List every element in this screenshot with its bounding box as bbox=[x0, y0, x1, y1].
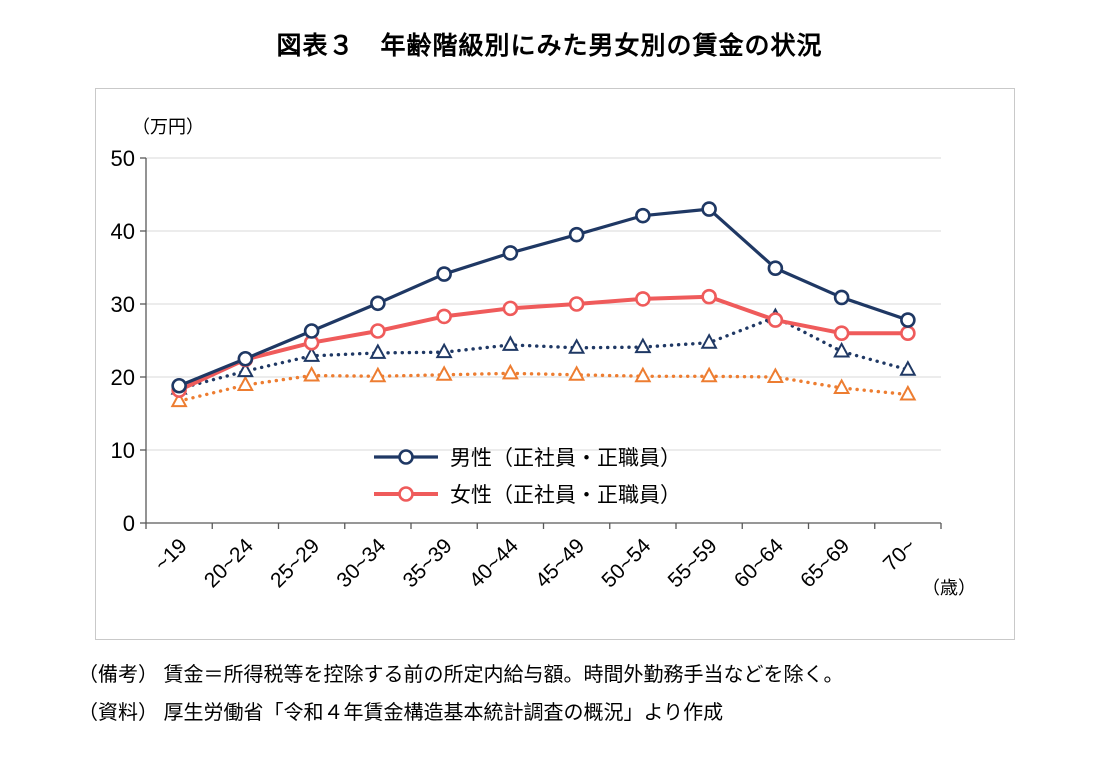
marker-men-nonregular bbox=[634, 337, 652, 354]
legend-marker-men-regular bbox=[398, 449, 414, 465]
marker-men-regular bbox=[237, 350, 254, 367]
series-line-women-nonregular bbox=[177, 371, 910, 403]
marker-men-nonregular bbox=[501, 335, 519, 351]
marker-men-regular bbox=[833, 289, 850, 306]
marker-women-regular bbox=[502, 300, 519, 317]
marker-women-nonregular bbox=[700, 366, 718, 383]
wage-line-chart: 0 10 20 30 40 50 ~19 20~24 25~29 30~34 35~39 40~44 4… bbox=[111, 117, 976, 598]
marker-men-nonregular bbox=[833, 341, 851, 358]
y-tick-label: 50 bbox=[111, 146, 135, 171]
legend-marker-women-regular bbox=[398, 486, 414, 502]
marker-women-regular bbox=[436, 308, 452, 325]
chart-title: 図表３ 年齢階級別にみた男女別の賃金の状況 bbox=[276, 32, 823, 60]
marker-men-nonregular bbox=[369, 343, 387, 359]
marker-men-nonregular bbox=[303, 346, 321, 362]
marker-women-regular bbox=[635, 291, 651, 307]
marker-men-nonregular bbox=[899, 360, 917, 376]
marker-women-nonregular bbox=[501, 363, 519, 380]
series-line-men-regular bbox=[178, 207, 909, 388]
y-tick-label: 10 bbox=[111, 438, 135, 463]
series-line-women-regular bbox=[178, 294, 908, 392]
marker-men-nonregular bbox=[435, 342, 453, 359]
note-remark: （備考） 賃金＝所得税等を控除する前の所定内給与額。時間外勤務手当などを除く。 bbox=[78, 664, 844, 686]
marker-women-nonregular bbox=[303, 365, 321, 382]
x-tick-label: 60~64 bbox=[730, 534, 788, 592]
y-unit-label: （万円） bbox=[132, 117, 204, 137]
marker-women-nonregular bbox=[568, 365, 586, 381]
marker-men-regular bbox=[900, 312, 916, 328]
x-tick-label: 20~24 bbox=[200, 534, 258, 592]
marker-women-nonregular bbox=[236, 375, 254, 392]
marker-men-nonregular bbox=[700, 333, 718, 349]
x-tick-label: 35~39 bbox=[399, 534, 457, 592]
marker-men-regular bbox=[436, 266, 452, 282]
marker-women-nonregular bbox=[766, 367, 784, 383]
x-tick-label: 40~44 bbox=[465, 534, 523, 592]
x-tick-label: ~19 bbox=[150, 534, 191, 575]
marker-women-regular bbox=[370, 323, 386, 339]
x-tick-label: 30~34 bbox=[332, 534, 390, 592]
marker-men-regular bbox=[701, 201, 717, 217]
x-tick-label: 65~69 bbox=[796, 534, 854, 592]
legend-label-men-regular: 男性（正社員・正職員） bbox=[450, 447, 681, 470]
y-tick-label: 30 bbox=[111, 292, 135, 317]
marker-men-regular bbox=[303, 323, 320, 339]
marker-women-regular bbox=[900, 325, 916, 341]
marker-men-regular bbox=[171, 377, 187, 394]
marker-women-regular bbox=[701, 288, 717, 305]
marker-women-nonregular bbox=[899, 384, 917, 401]
note-source: （資料） 厚生労働省「令和４年賃金構造基本統計調査の概況」より作成 bbox=[78, 702, 724, 724]
marker-men-regular bbox=[568, 226, 585, 243]
y-tick-label: 20 bbox=[111, 365, 135, 390]
marker-women-nonregular bbox=[369, 366, 387, 383]
x-tick-label: 45~49 bbox=[531, 534, 589, 592]
notes: （備考） 賃金＝所得税等を控除する前の所定内給与額。時間外勤務手当などを除く。 … bbox=[78, 656, 844, 732]
x-tick-label: 70~ bbox=[879, 534, 920, 575]
marker-men-regular bbox=[635, 207, 651, 224]
marker-women-regular bbox=[767, 312, 784, 328]
marker-women-regular bbox=[568, 296, 585, 312]
y-tick-label: 0 bbox=[123, 511, 135, 536]
marker-women-nonregular bbox=[435, 365, 453, 381]
x-tick-label: 25~29 bbox=[266, 534, 324, 592]
marker-women-nonregular bbox=[634, 366, 652, 383]
marker-women-nonregular bbox=[833, 378, 851, 394]
x-tick-label: 55~59 bbox=[664, 534, 722, 592]
marker-men-regular bbox=[370, 295, 386, 312]
series-line-men-nonregular bbox=[177, 315, 910, 391]
x-tick-label: 50~54 bbox=[597, 534, 655, 592]
marker-women-nonregular bbox=[170, 391, 188, 408]
marker-men-regular bbox=[502, 245, 519, 261]
chart-container: 0 10 20 30 40 50 ~19 20~24 25~29 30~34 35~39 40~44 4… bbox=[95, 88, 1015, 640]
legend-label-women-regular: 女性（正社員・正職員） bbox=[450, 484, 681, 507]
x-unit-label: （歳） bbox=[922, 578, 976, 598]
y-tick-label: 40 bbox=[111, 219, 135, 244]
marker-men-nonregular bbox=[568, 338, 586, 354]
marker-women-regular bbox=[833, 325, 850, 341]
marker-men-regular bbox=[767, 260, 784, 277]
marker-men-nonregular bbox=[236, 361, 254, 378]
